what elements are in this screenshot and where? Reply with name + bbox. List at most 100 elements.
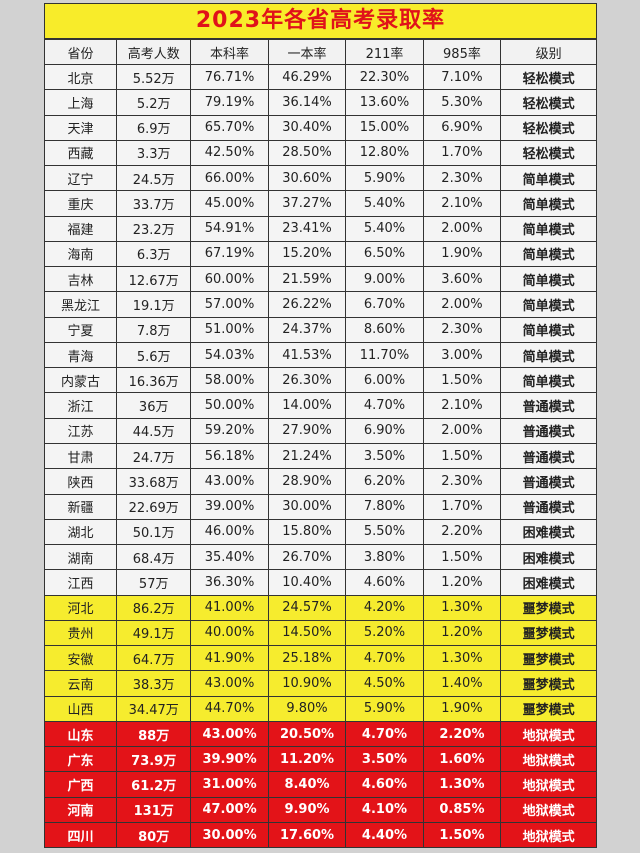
rate-985-cell: 6.90%	[422, 114, 502, 141]
exam-count-cell: 86.2万	[116, 594, 192, 621]
rate-211-cell: 22.30%	[345, 63, 424, 91]
tier1-rate-cell: 20.50%	[267, 720, 347, 748]
province-cell: 天津	[43, 114, 118, 141]
province-cell: 浙江	[43, 392, 118, 419]
exam-count-cell: 5.52万	[116, 63, 192, 91]
province-cell: 新疆	[43, 493, 118, 520]
level-cell: 简单模式	[500, 291, 597, 318]
level-cell: 轻松模式	[500, 89, 597, 116]
province-cell: 福建	[43, 215, 118, 242]
table-row: 内蒙古 16.36万 58.00% 26.30% 6.00% 1.50% 简单模式	[43, 367, 597, 394]
level-cell: 困难模式	[500, 569, 597, 596]
level-cell: 噩梦模式	[500, 645, 597, 672]
rate-985-cell: 1.90%	[422, 695, 502, 722]
table-row: 宁夏 7.8万 51.00% 24.37% 8.60% 2.30% 简单模式	[43, 316, 597, 343]
table-row: 湖北 50.1万 46.00% 15.80% 5.50% 2.20% 困难模式	[43, 518, 597, 546]
table-row: 青海 5.6万 54.03% 41.53% 11.70% 3.00% 简单模式	[43, 341, 597, 369]
province-cell: 辽宁	[43, 165, 118, 192]
province-cell: 青海	[43, 341, 118, 369]
rate-985-cell: 2.20%	[422, 720, 502, 748]
level-cell: 地狱模式	[500, 821, 597, 849]
rate-985-cell: 2.30%	[422, 165, 502, 192]
rate-985-cell: 1.90%	[422, 240, 502, 268]
bachelor-rate-cell: 54.03%	[190, 341, 269, 369]
bachelor-rate-cell: 43.00%	[190, 670, 269, 697]
bachelor-rate-cell: 54.91%	[190, 215, 269, 242]
rate-211-cell: 8.60%	[345, 316, 424, 343]
rate-211-cell: 4.20%	[345, 594, 424, 621]
bachelor-rate-cell: 36.30%	[190, 569, 269, 596]
level-cell: 地狱模式	[500, 796, 597, 823]
province-cell: 陕西	[43, 468, 118, 495]
rate-985-cell: 1.40%	[422, 670, 502, 697]
bachelor-rate-cell: 67.19%	[190, 240, 269, 268]
exam-count-cell: 5.6万	[116, 341, 192, 369]
rate-985-cell: 1.50%	[422, 544, 502, 571]
rate-211-cell: 6.20%	[345, 468, 424, 495]
tier1-rate-cell: 30.40%	[267, 114, 347, 141]
rate-985-cell: 2.10%	[422, 392, 502, 419]
rate-985-cell: 7.10%	[422, 63, 502, 91]
province-cell: 安徽	[43, 645, 118, 672]
bachelor-rate-cell: 40.00%	[190, 619, 269, 647]
province-cell: 湖南	[43, 544, 118, 571]
rate-211-cell: 3.50%	[345, 442, 424, 470]
table-row: 广西 61.2万 31.00% 8.40% 4.60% 1.30% 地狱模式	[43, 771, 597, 798]
bachelor-rate-cell: 57.00%	[190, 291, 269, 318]
bachelor-rate-cell: 59.20%	[190, 417, 269, 444]
table-row: 江苏 44.5万 59.20% 27.90% 6.90% 2.00% 普通模式	[43, 417, 597, 444]
exam-count-cell: 6.9万	[116, 114, 192, 141]
bachelor-rate-cell: 44.70%	[190, 695, 269, 722]
province-cell: 黑龙江	[43, 291, 118, 318]
rate-211-cell: 6.90%	[345, 417, 424, 444]
rate-985-cell: 0.85%	[422, 796, 502, 823]
province-cell: 江西	[43, 569, 118, 596]
rate-211-cell: 12.80%	[345, 139, 424, 167]
rate-985-cell: 1.70%	[422, 493, 502, 520]
level-cell: 简单模式	[500, 316, 597, 343]
province-cell: 宁夏	[43, 316, 118, 343]
exam-count-cell: 7.8万	[116, 316, 192, 343]
exam-count-cell: 33.68万	[116, 468, 192, 495]
tier1-rate-cell: 17.60%	[267, 821, 347, 849]
rate-985-cell: 1.70%	[422, 139, 502, 167]
tier1-rate-cell: 15.20%	[267, 240, 347, 268]
tier1-rate-cell: 11.20%	[267, 746, 347, 773]
level-cell: 轻松模式	[500, 139, 597, 167]
rate-985-cell: 1.30%	[422, 594, 502, 621]
bachelor-rate-cell: 35.40%	[190, 544, 269, 571]
tier1-rate-cell: 24.57%	[267, 594, 347, 621]
rate-985-cell: 2.00%	[422, 291, 502, 318]
table-row: 安徽 64.7万 41.90% 25.18% 4.70% 1.30% 噩梦模式	[43, 645, 597, 672]
table-row: 江西 57万 36.30% 10.40% 4.60% 1.20% 困难模式	[43, 569, 597, 596]
exam-count-cell: 22.69万	[116, 493, 192, 520]
exam-count-cell: 38.3万	[116, 670, 192, 697]
rate-211-cell: 5.40%	[345, 190, 424, 217]
exam-count-cell: 64.7万	[116, 645, 192, 672]
exam-count-cell: 61.2万	[116, 771, 192, 798]
level-cell: 简单模式	[500, 341, 597, 369]
exam-count-cell: 88万	[116, 720, 192, 748]
level-cell: 困难模式	[500, 544, 597, 571]
table-row: 河南 131万 47.00% 9.90% 4.10% 0.85% 地狱模式	[43, 796, 597, 823]
tier1-rate-cell: 26.30%	[267, 367, 347, 394]
tier1-rate-cell: 26.70%	[267, 544, 347, 571]
rate-211-cell: 15.00%	[345, 114, 424, 141]
rate-985-cell: 1.30%	[422, 771, 502, 798]
table-row: 山东 88万 43.00% 20.50% 4.70% 2.20% 地狱模式	[43, 720, 597, 748]
tier1-rate-cell: 10.90%	[267, 670, 347, 697]
bachelor-rate-cell: 43.00%	[190, 468, 269, 495]
tier1-rate-cell: 14.00%	[267, 392, 347, 419]
table-row: 新疆 22.69万 39.00% 30.00% 7.80% 1.70% 普通模式	[43, 493, 597, 520]
table-row: 福建 23.2万 54.91% 23.41% 5.40% 2.00% 简单模式	[43, 215, 597, 242]
rate-211-cell: 4.10%	[345, 796, 424, 823]
bachelor-rate-cell: 56.18%	[190, 442, 269, 470]
header-exam-count: 高考人数	[116, 39, 192, 65]
rate-985-cell: 2.10%	[422, 190, 502, 217]
province-cell: 云南	[43, 670, 118, 697]
bachelor-rate-cell: 66.00%	[190, 165, 269, 192]
tier1-rate-cell: 14.50%	[267, 619, 347, 647]
province-cell: 重庆	[43, 190, 118, 217]
rate-211-cell: 6.00%	[345, 367, 424, 394]
exam-count-cell: 36万	[116, 392, 192, 419]
